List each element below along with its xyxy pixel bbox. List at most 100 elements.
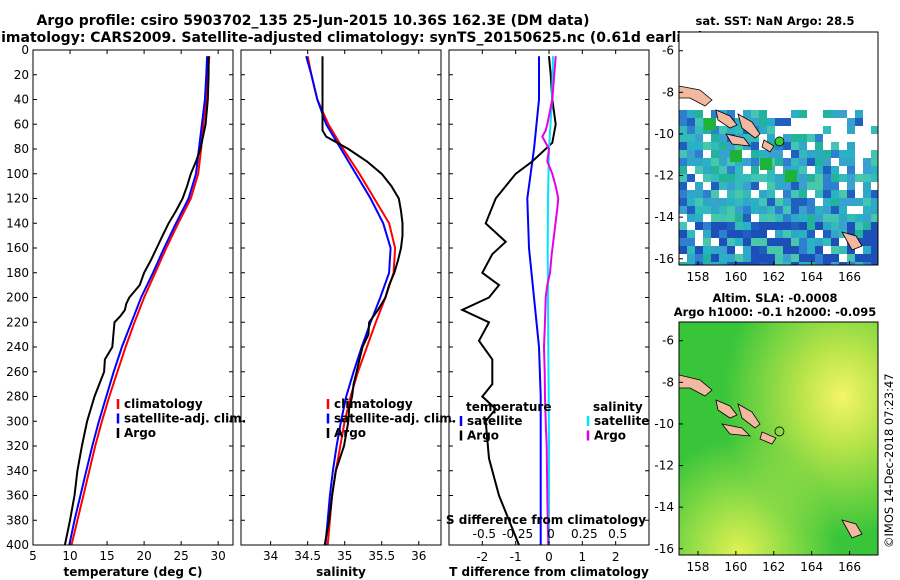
- panel-salinity: 34 34.5 35 35.5 36 salinity climatologysatelli…: [240, 49, 456, 579]
- sst-cell: [783, 198, 791, 206]
- sst-cell: [703, 174, 711, 182]
- sst-cell: [785, 170, 797, 182]
- series-line-s-satellite: [546, 56, 554, 545]
- sst-cell: [695, 182, 703, 190]
- sst-cell: [703, 222, 711, 230]
- sst-cell: [783, 230, 791, 238]
- sst-cell: [703, 198, 711, 206]
- legend-label: climatology: [334, 397, 413, 411]
- sst-cell: [687, 174, 695, 182]
- panel-temperature: 0 20 40 60 80 100 120 140 160 180 200 220 240 260 280 3…: [6, 43, 246, 579]
- y-tick-label: 100: [6, 167, 29, 181]
- sst-cell: [679, 230, 687, 238]
- sst-cell: [815, 190, 823, 198]
- sst-cell: [823, 230, 831, 238]
- sst-cell: [711, 190, 719, 198]
- sst-cell: [711, 262, 719, 265]
- y-tick-label: 280: [6, 390, 29, 404]
- sst-cell: [791, 110, 799, 118]
- series-line-satellite-adj-clim-: [305, 55, 392, 545]
- sst-cell: [687, 230, 695, 238]
- sst-cell: [703, 238, 711, 246]
- sst-cell: [863, 214, 871, 222]
- sst-cell: [799, 142, 807, 150]
- sst-cell: [704, 118, 716, 130]
- sst-cell: [831, 166, 839, 174]
- y-tick-label: 140: [6, 216, 29, 230]
- sst-cell: [687, 118, 695, 126]
- sst-cell: [775, 222, 783, 230]
- sst-cell: [727, 222, 735, 230]
- sst-cell: [759, 190, 767, 198]
- sst-cell: [871, 246, 878, 254]
- sst-cell: [799, 222, 807, 230]
- salinity-series: [305, 55, 404, 545]
- sst-cell: [767, 254, 775, 262]
- sst-cell: [831, 150, 839, 158]
- sst-cell: [759, 262, 767, 265]
- sst-cell: [831, 142, 839, 150]
- sst-cell: [823, 150, 831, 158]
- x-tick-label: -1: [510, 550, 522, 564]
- sst-cell: [727, 238, 735, 246]
- sst-cell: [791, 222, 799, 230]
- sst-cell: [743, 190, 751, 198]
- sst-cell: [791, 262, 799, 265]
- sst-cell: [703, 142, 711, 150]
- differences-series: [459, 56, 560, 545]
- sst-cell: [687, 190, 695, 198]
- sst-cell: [847, 230, 855, 238]
- sst-cell: [799, 254, 807, 262]
- sst-cell: [799, 246, 807, 254]
- sst-cell: [727, 110, 735, 118]
- sst-cell: [711, 142, 719, 150]
- sst-cell: [759, 198, 767, 206]
- sst-cell: [687, 126, 695, 134]
- sst-cell: [719, 222, 727, 230]
- sst-cell: [767, 182, 775, 190]
- sst-cell: [743, 110, 751, 118]
- lon-tick-label: 158: [686, 560, 709, 574]
- sst-cell: [735, 142, 743, 150]
- sst-cell: [775, 238, 783, 246]
- series-line-t-satellite: [526, 56, 542, 545]
- temperature-axis-label: temperature (deg C): [64, 565, 203, 579]
- sst-cell: [799, 230, 807, 238]
- sst-cell: [775, 174, 783, 182]
- sst-cell: [847, 150, 855, 158]
- sst-cell: [847, 174, 855, 182]
- sla-map-frame: [678, 321, 879, 556]
- x-tick-label: 1: [579, 550, 587, 564]
- y-tick-label: 380: [6, 513, 29, 527]
- sst-cell: [823, 254, 831, 262]
- differences-axis-label: T difference from climatology: [449, 565, 649, 579]
- sst-map-ticks: 158 160 162 164 166 -6 -8 -10 -12 -14 -16: [654, 44, 861, 284]
- sst-cell: [855, 198, 863, 206]
- y-tick-label: 60: [14, 117, 29, 131]
- sst-cell: [791, 254, 799, 262]
- sst-cell: [823, 174, 831, 182]
- sst-cell: [711, 158, 719, 166]
- legend-label: satellite-adj. clim.: [334, 412, 456, 426]
- sst-cell: [807, 198, 815, 206]
- sst-cell: [687, 254, 695, 262]
- sst-cell: [767, 246, 775, 254]
- sst-cell: [783, 222, 791, 230]
- sst-cell: [815, 262, 823, 265]
- sst-cell: [807, 182, 815, 190]
- sst-cell: [751, 206, 759, 214]
- sst-cell: [711, 134, 719, 142]
- sst-cell: [695, 198, 703, 206]
- sst-cell: [743, 238, 751, 246]
- sst-cell: [823, 110, 831, 118]
- sst-cell: [695, 214, 703, 222]
- sst-cell: [735, 214, 743, 222]
- sst-cell: [695, 110, 703, 118]
- legend-label: satellite-adj. clim.: [124, 412, 246, 426]
- s-diff-tick-label: -0.25: [502, 527, 533, 541]
- imos-credit: ©IMOS 14-Dec-2018 07:23:47: [882, 373, 896, 548]
- sst-cell: [863, 166, 871, 174]
- sst-cell: [871, 150, 878, 158]
- sst-cell: [807, 206, 815, 214]
- sst-cell: [719, 198, 727, 206]
